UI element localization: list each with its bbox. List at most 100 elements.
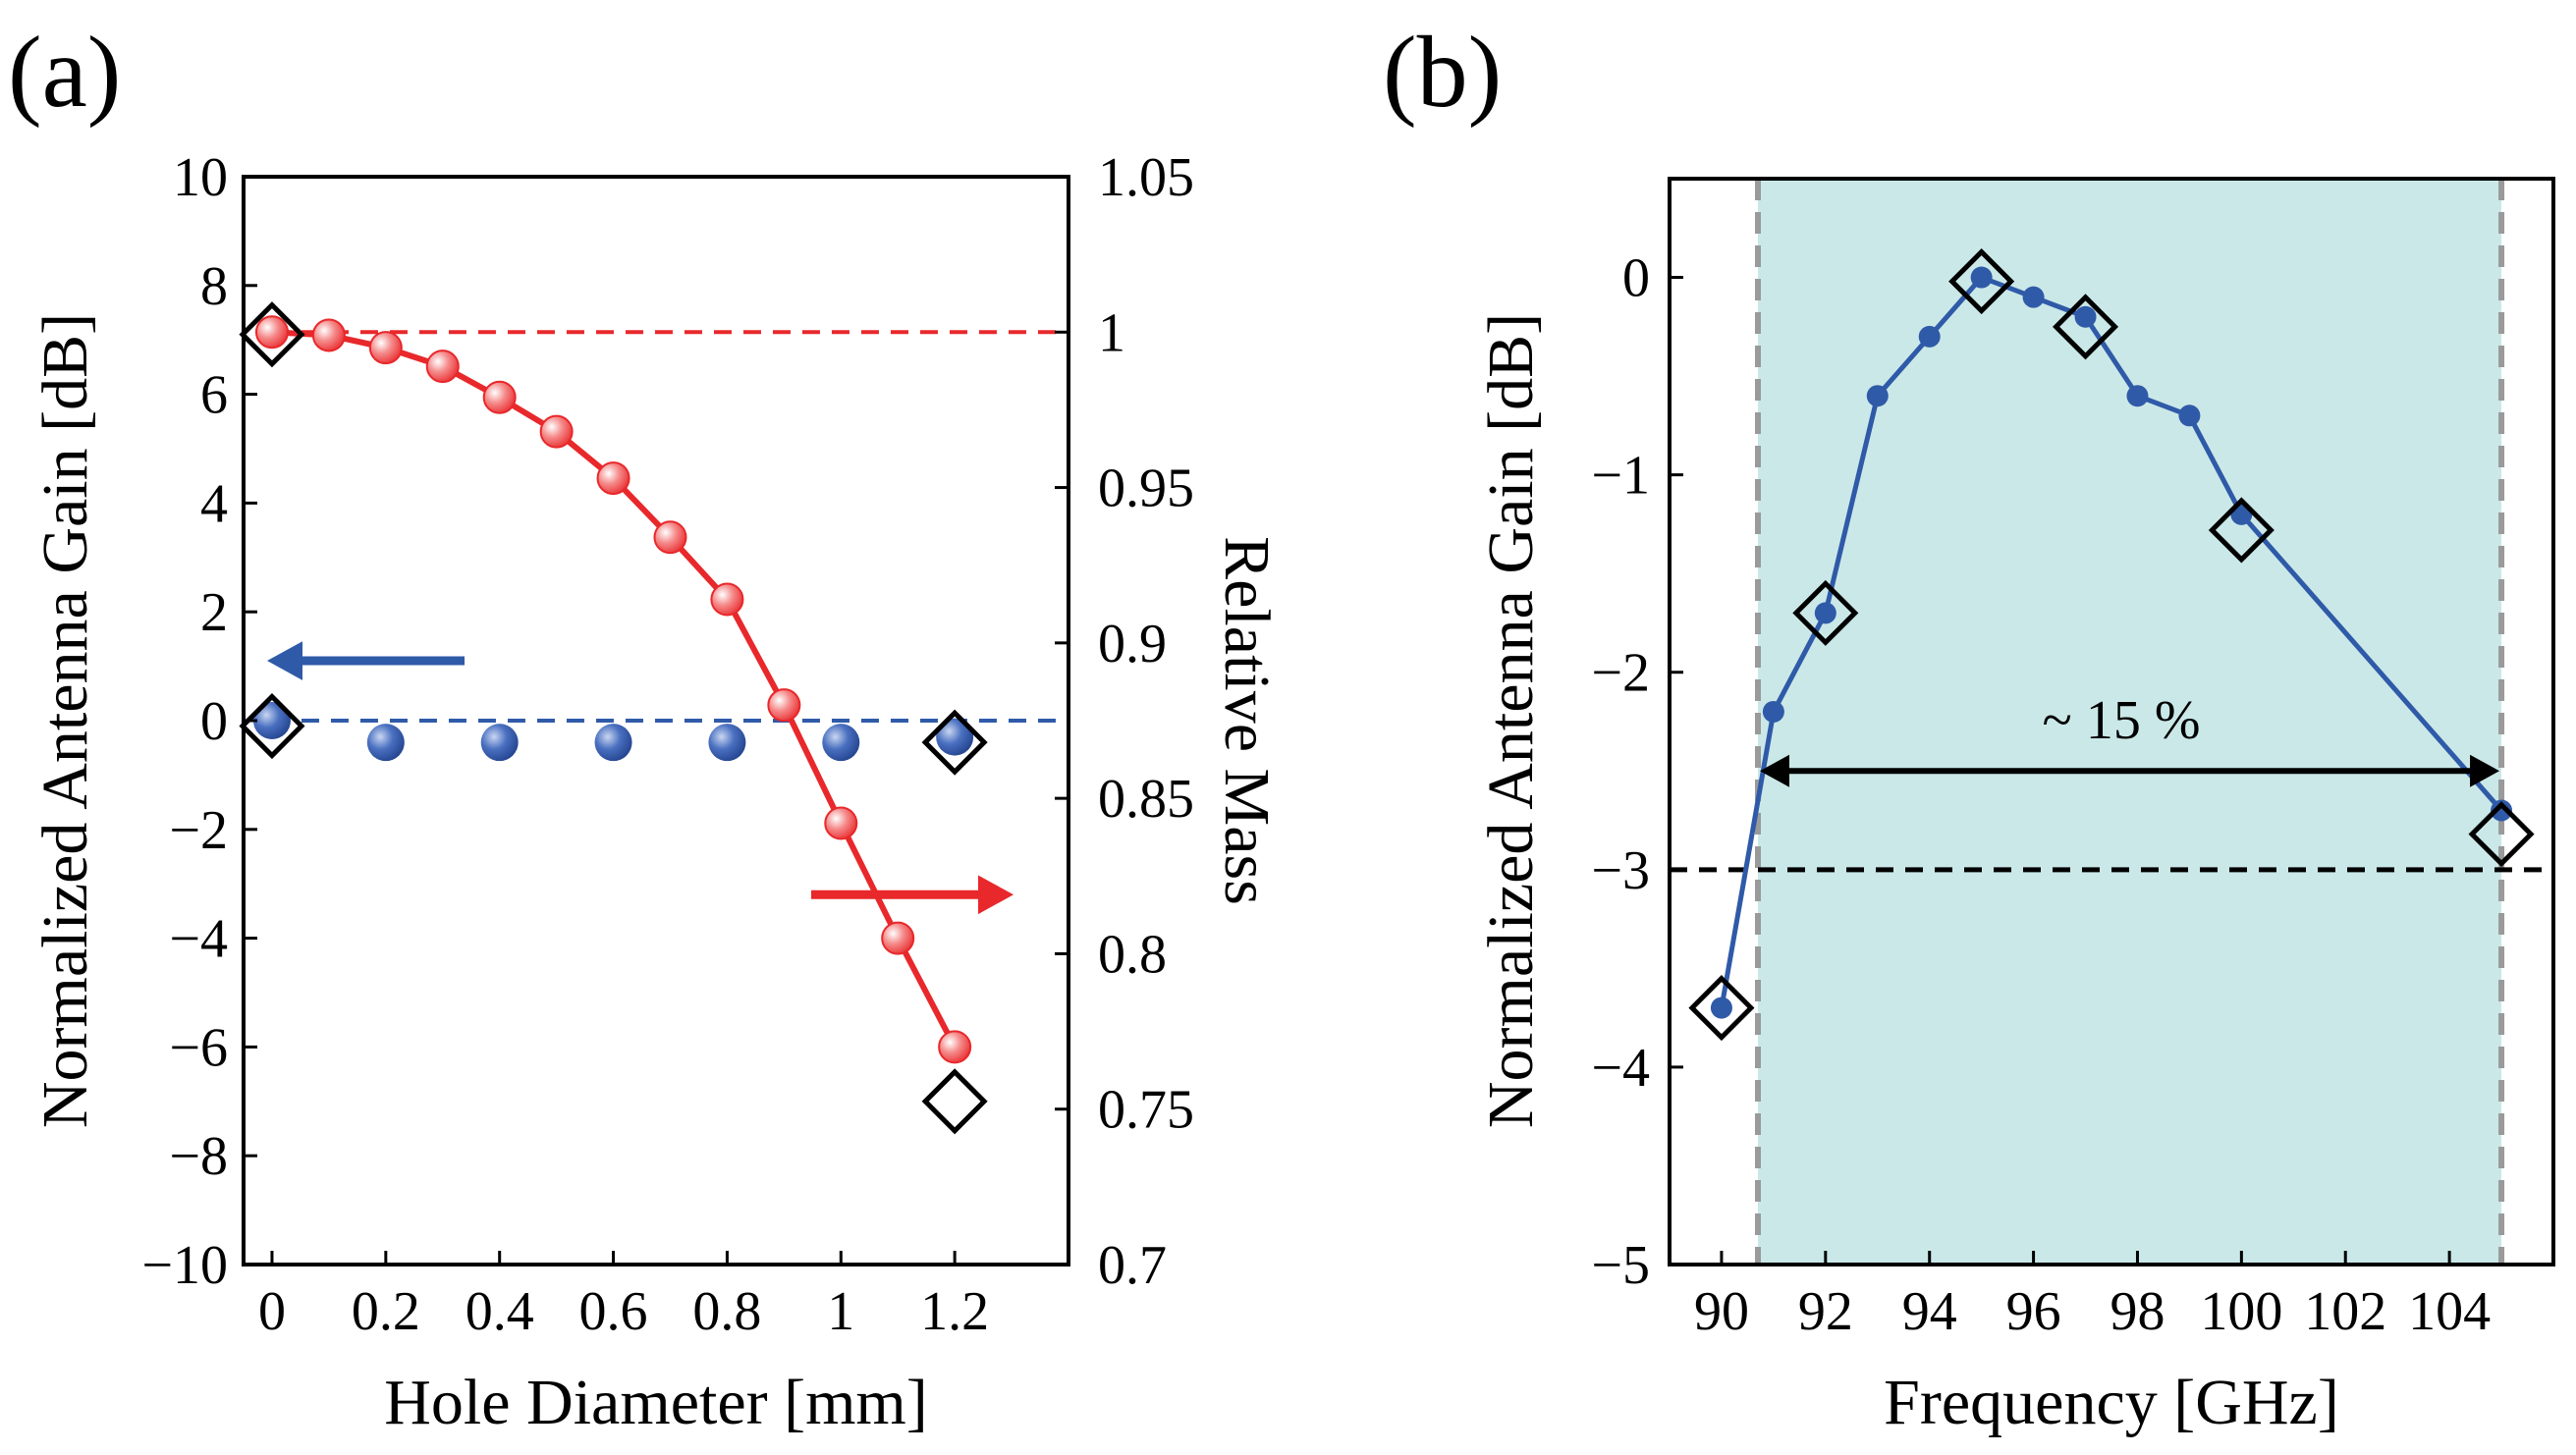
gain-point [822,724,860,762]
diamond-marker [921,1068,988,1135]
panel-a-ticks: 0 0.2 0.4 0.6 0.8 1 1.2 −10 −8 −6 −4 −2 0 2 4 6 8 10 0.7 0.… [141,147,1194,1342]
gain-vs-frequency-point [2022,286,2045,308]
x-tick-label: 0 [258,1281,286,1342]
diamond-marker [239,301,305,368]
gain-vs-frequency-point [1710,997,1732,1019]
x-tick-label: 100 [2200,1281,2282,1342]
x-tick-label: 90 [1694,1281,1749,1342]
panel-b-y-axis-label: Normalized Antenna Gain [dB] [1475,313,1547,1128]
bandwidth-arrow-left-head [1760,754,1789,787]
panel-a-right-y-axis-label: Relative Mass [1211,536,1283,905]
gain-point [252,702,291,739]
mass-point [482,380,517,414]
bandwidth-annotation-text: ~ 15 % [2043,690,2201,751]
gain-point [708,724,746,762]
y-tick-label: −3 [1591,840,1650,901]
left-y-tick-label: −4 [169,909,228,970]
bandwidth-shading [1758,179,2502,1265]
diamond-marker [921,709,988,776]
right-y-tick-label: 0.7 [1098,1235,1167,1296]
left-y-tick-label: −2 [169,800,228,861]
panel-b-label: (b) [1383,16,1502,129]
diamond-marker [2208,497,2275,564]
x-tick-label: 1 [827,1281,854,1342]
gain-vs-frequency-point [2126,385,2149,407]
gain-point [594,724,632,762]
panel-b-x-axis-label: Frequency [GHz] [1884,1367,2339,1438]
y-tick-label: −4 [1591,1038,1650,1099]
gain-point [480,724,519,762]
diamond-marker [1688,975,1755,1042]
gain-vs-frequency-point [1918,325,1941,348]
x-tick-label: 98 [2110,1281,2165,1342]
right-axis-arrow-head [978,875,1014,915]
left-y-tick-label: −6 [169,1017,228,1078]
bandwidth-arrow-right-head [2470,754,2500,787]
mass-point [311,318,346,352]
panel-b-ticks: 90 92 94 96 98 100 102 104 −5 −4 −3 −2 −1 0 [1591,248,2491,1342]
mass-point [539,414,574,449]
panel-b-bandwidth-band [1755,179,2505,1265]
right-y-tick-label: 0.95 [1098,458,1194,519]
x-tick-label: 104 [2408,1281,2491,1342]
x-tick-label: 96 [2006,1281,2061,1342]
panel-a-arrows [267,641,1014,915]
x-tick-label: 1.2 [920,1281,989,1342]
right-y-tick-label: 1 [1098,302,1125,363]
y-tick-label: −5 [1591,1235,1650,1296]
panel-a-label: (a) [8,16,121,129]
mass-point [653,520,687,555]
panel-a-series [252,315,974,1064]
diamond-marker [1948,248,2015,315]
left-y-tick-label: 10 [173,147,228,208]
left-y-tick-label: 0 [200,691,228,752]
panel-a-reference-lines [271,330,1069,723]
mass-point [824,806,858,840]
gain-vs-frequency-point [2178,404,2201,427]
mass-point [767,688,801,723]
panel-b-bandwidth-annotation: ~ 15 % [1760,690,2500,787]
x-tick-label: 102 [2304,1281,2386,1342]
x-tick-label: 0.2 [352,1281,420,1342]
diamond-marker [2052,294,2119,360]
mass-point [938,1030,972,1064]
panel-b-plot-frame [1668,177,2555,1266]
left-y-tick-label: −8 [169,1126,228,1187]
mass-point [710,582,744,617]
mass-point [596,461,630,496]
gain-vs-frequency-point [2491,799,2513,822]
right-y-tick-label: 1.05 [1098,147,1194,208]
right-y-tick-label: 0.75 [1098,1080,1194,1141]
right-y-tick-label: 0.9 [1098,614,1167,674]
diamond-marker [2468,801,2535,868]
mass-point [368,331,403,365]
mass-point [425,350,460,384]
left-y-tick-label: 6 [200,365,228,426]
left-y-tick-label: 4 [200,473,228,534]
left-y-tick-label: −10 [141,1235,228,1296]
panel-a-left-y-axis-label: Normalized Antenna Gain [dB] [29,313,101,1128]
mass-point [881,921,915,955]
left-axis-arrow-head [267,641,302,680]
diamond-marker [1792,579,1859,646]
panel-a-chart: (a) 0 0.2 0.4 0.6 0.8 1 1.2−10−8−6−4−202468100… [8,16,1283,1438]
relative-mass-line [271,329,958,1049]
y-tick-label: 0 [1622,248,1650,309]
gain-vs-frequency-point [1814,602,1836,624]
gain-point [936,718,974,756]
x-tick-label: 0.6 [579,1281,648,1342]
y-tick-label: −1 [1591,446,1650,507]
gain-point [366,724,405,762]
gain-vs-frequency-point [1866,385,1889,407]
panel-b-diamond-markers [1688,248,2535,1042]
panel-a-diamond-markers [239,301,988,1135]
right-y-tick-label: 0.85 [1098,769,1194,830]
mass-point [254,315,289,350]
gain-vs-frequency-point [2074,305,2097,328]
gain-vs-frequency-point [1762,700,1784,723]
right-y-tick-label: 0.8 [1098,924,1167,985]
gain-vs-frequency-point [1970,266,1993,289]
x-tick-label: 0.8 [692,1281,761,1342]
x-tick-label: 0.4 [466,1281,534,1342]
